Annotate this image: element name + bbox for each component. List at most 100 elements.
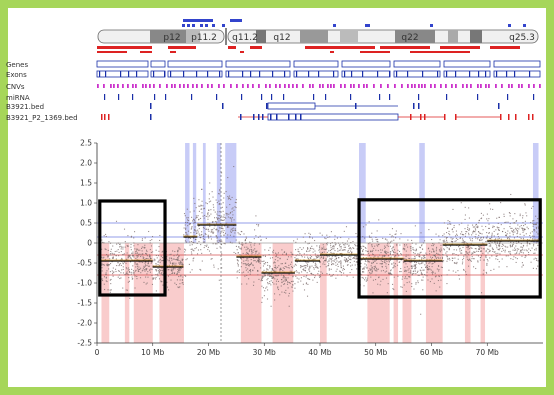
data-point — [155, 254, 157, 257]
data-point — [178, 260, 180, 262]
data-point — [331, 257, 333, 259]
data-point — [307, 243, 309, 245]
ideogram-band-q23 — [448, 30, 458, 43]
data-point — [252, 269, 254, 271]
data-point — [486, 258, 488, 261]
data-point — [203, 227, 205, 229]
data-point — [452, 270, 454, 272]
data-point — [356, 261, 358, 263]
data-point — [121, 257, 123, 260]
data-point — [385, 238, 387, 240]
data-point — [404, 249, 406, 251]
log-ratio-plot[interactable]: 2.52.01.51.00.50-0.5-1.0-1.5-2.0-2.50 10 … — [77, 139, 543, 358]
data-point — [439, 286, 441, 288]
data-point — [139, 277, 142, 279]
data-point — [223, 192, 225, 194]
loss-mark — [170, 51, 176, 53]
data-point — [421, 279, 423, 281]
gene-feature — [167, 70, 223, 78]
chromosome-ideogram[interactable]: p12 p11.2 q11.2 q12 q22 q25.3 — [97, 28, 539, 45]
data-point — [384, 245, 386, 247]
data-point — [191, 227, 193, 229]
data-point — [220, 240, 222, 242]
data-point — [133, 245, 135, 247]
data-point — [316, 245, 318, 247]
data-point — [145, 276, 147, 278]
data-point — [146, 273, 148, 275]
data-point — [495, 238, 497, 240]
data-point — [252, 264, 254, 267]
data-point — [390, 256, 392, 258]
data-point — [415, 283, 417, 285]
data-point — [275, 256, 277, 258]
data-point — [376, 270, 378, 272]
data-point — [376, 230, 378, 232]
data-point — [181, 259, 183, 261]
data-point — [257, 270, 259, 272]
data-point — [340, 265, 342, 267]
data-point — [486, 272, 488, 274]
data-point — [242, 243, 244, 245]
data-point — [522, 217, 524, 219]
data-point — [106, 263, 108, 265]
data-point — [109, 291, 111, 293]
data-point — [207, 248, 209, 251]
data-point — [195, 247, 197, 249]
data-point — [535, 223, 537, 225]
data-point — [218, 230, 220, 232]
cnv-feature — [247, 84, 249, 88]
data-point — [144, 237, 146, 239]
data-point — [437, 279, 439, 282]
track-label: Exons — [6, 71, 27, 79]
data-point — [426, 267, 428, 269]
data-point — [415, 273, 417, 275]
data-point — [203, 238, 206, 241]
data-point — [288, 267, 290, 269]
mirna-feature — [191, 94, 193, 100]
data-point — [285, 253, 287, 256]
data-point — [500, 238, 502, 240]
data-point — [208, 236, 210, 238]
data-point — [384, 255, 386, 257]
data-point — [169, 254, 171, 256]
gene-feature — [393, 70, 441, 78]
data-point — [524, 204, 526, 206]
data-point — [442, 235, 444, 237]
data-point — [515, 261, 517, 264]
data-point — [414, 265, 417, 267]
data-point — [221, 267, 223, 269]
data-point — [295, 258, 297, 260]
data-point — [326, 244, 328, 246]
data-point — [521, 249, 523, 251]
data-point — [438, 235, 440, 237]
data-point — [198, 228, 200, 230]
data-point — [329, 236, 331, 238]
data-point — [247, 271, 249, 273]
cnv-feature — [330, 84, 332, 88]
data-point — [337, 274, 339, 276]
data-point — [348, 245, 350, 247]
data-point — [171, 270, 173, 272]
data-point — [373, 268, 375, 270]
data-point — [233, 219, 235, 221]
data-point — [226, 222, 228, 224]
data-point — [393, 266, 395, 268]
annotation-tracks[interactable]: GenesExonsCNVsmiRNAB3921.bedB3921_P2_136… — [6, 60, 541, 122]
data-point — [180, 274, 182, 276]
data-point — [355, 232, 357, 235]
data-point — [322, 257, 324, 260]
gain-mark — [508, 24, 511, 27]
data-point — [185, 232, 187, 234]
data-point — [504, 249, 506, 251]
data-point — [520, 243, 522, 245]
data-point — [210, 253, 212, 255]
data-point — [389, 272, 391, 274]
data-point — [368, 243, 370, 245]
data-point — [197, 249, 200, 251]
data-point — [110, 250, 112, 253]
data-point — [200, 208, 202, 210]
data-point — [310, 257, 312, 260]
data-point — [348, 255, 350, 257]
data-point — [133, 256, 135, 258]
data-point — [301, 271, 303, 273]
